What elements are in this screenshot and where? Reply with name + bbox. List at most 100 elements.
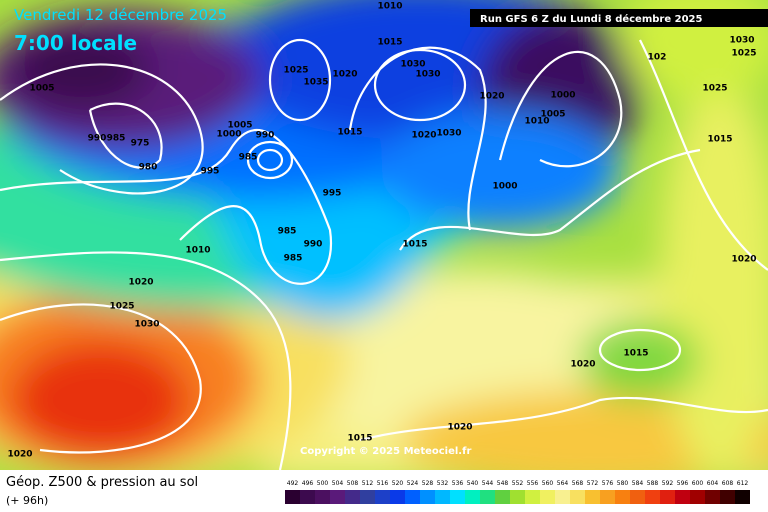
legend-label: 556 [527, 480, 539, 487]
legend-swatch [375, 490, 390, 504]
isobar-label: 990 [256, 131, 275, 141]
legend-swatch [540, 490, 555, 504]
legend-swatch [330, 490, 345, 504]
legend-swatch [660, 490, 675, 504]
legend-label: 604 [707, 480, 719, 487]
legend-label: 600 [692, 480, 704, 487]
isobar-label: 1020 [479, 92, 504, 102]
isobar-label: 1000 [492, 182, 517, 192]
run-info: Run GFS 6 Z du Lundi 8 décembre 2025 [480, 13, 702, 25]
isobar-label: 1015 [347, 434, 372, 444]
isobar-label: 990 [88, 134, 107, 144]
isobar-label: 1015 [402, 240, 427, 250]
isobar-label: 1020 [7, 450, 32, 460]
legend-swatch [600, 490, 615, 504]
footer-lead: (+ 96h) [6, 494, 48, 507]
copyright: Copyright © 2025 Meteociel.fr [300, 446, 471, 457]
run-box [470, 9, 768, 27]
isobar-label: 1030 [400, 60, 425, 70]
isobar-label: 1015 [337, 128, 362, 138]
legend-swatch [360, 490, 375, 504]
legend-label: 512 [362, 480, 374, 487]
isobar-label: 1025 [109, 302, 134, 312]
legend-label: 560 [542, 480, 554, 487]
isobar-label: 1000 [550, 91, 575, 101]
legend-swatch [315, 490, 330, 504]
isobar-label: 995 [323, 189, 342, 199]
legend-label: 568 [572, 480, 584, 487]
isobar-label: 1020 [731, 255, 756, 265]
isobar-label: 1005 [29, 84, 54, 94]
legend-label: 576 [602, 480, 614, 487]
legend-swatch [390, 490, 405, 504]
legend-label: 612 [737, 480, 749, 487]
legend-label: 592 [662, 480, 674, 487]
legend-label: 548 [497, 480, 509, 487]
legend-swatch [450, 490, 465, 504]
map-date: Vendredi 12 décembre 2025 [14, 6, 227, 24]
isobar-label: 1020 [411, 131, 436, 141]
legend-label: 584 [632, 480, 644, 487]
legend-swatch [480, 490, 495, 504]
isobar-label: 1000 [216, 130, 241, 140]
legend-label: 540 [467, 480, 479, 487]
legend-swatch [465, 490, 480, 504]
legend-swatch [285, 490, 300, 504]
legend-label: 504 [332, 480, 344, 487]
legend-label: 596 [677, 480, 689, 487]
isobar-label: 995 [201, 167, 220, 177]
legend-swatch [735, 490, 750, 504]
legend-swatch [645, 490, 660, 504]
isobar-label: 102 [648, 53, 667, 63]
legend-swatch [525, 490, 540, 504]
legend-swatch [585, 490, 600, 504]
legend-label: 588 [647, 480, 659, 487]
isobar-label: 1020 [570, 360, 595, 370]
legend-label: 508 [347, 480, 359, 487]
isobar-label: 1030 [436, 129, 461, 139]
legend-swatch [435, 490, 450, 504]
isobar-label: 1015 [623, 349, 648, 359]
isobar-label: 1025 [731, 49, 756, 59]
isobar-label: 1025 [702, 84, 727, 94]
isobar-label: 1005 [227, 121, 252, 131]
footer-title: Géop. Z500 & pression au sol [6, 475, 198, 490]
map [0, 0, 768, 470]
isobar-label: 980 [139, 163, 158, 173]
legend-label: 520 [392, 480, 404, 487]
isobar-label: 1030 [729, 36, 754, 46]
isobar-label: 1020 [128, 278, 153, 288]
isobar-label: 1030 [415, 70, 440, 80]
legend-swatch [495, 490, 510, 504]
isobar-label: 990 [304, 240, 323, 250]
legend-swatch [720, 490, 735, 504]
legend-swatch [675, 490, 690, 504]
isobar-label: 1035 [303, 78, 328, 88]
legend-swatch [630, 490, 645, 504]
legend-label: 516 [377, 480, 389, 487]
isobar-label: 1010 [377, 2, 402, 12]
legend-swatch [570, 490, 585, 504]
legend-swatch [510, 490, 525, 504]
isobar-label: 985 [284, 254, 303, 264]
legend-swatch [705, 490, 720, 504]
isobar-label: 1025 [283, 66, 308, 76]
legend-label: 564 [557, 480, 569, 487]
isobar-label: 1015 [377, 38, 402, 48]
isobars [0, 38, 768, 470]
map-time: 7:00 locale [14, 31, 137, 55]
isobar-label: 975 [131, 139, 150, 149]
isobar-label: 985 [107, 134, 126, 144]
legend-label: 580 [617, 480, 629, 487]
isobar-label: 1015 [707, 135, 732, 145]
isobar-label: 1010 [524, 117, 549, 127]
legend-label: 532 [437, 480, 449, 487]
legend-swatch [300, 490, 315, 504]
legend-label: 552 [512, 480, 524, 487]
legend-swatch [345, 490, 360, 504]
legend-swatch [615, 490, 630, 504]
isobar-label: 1030 [134, 320, 159, 330]
legend-label: 492 [287, 480, 299, 487]
legend-swatch [555, 490, 570, 504]
